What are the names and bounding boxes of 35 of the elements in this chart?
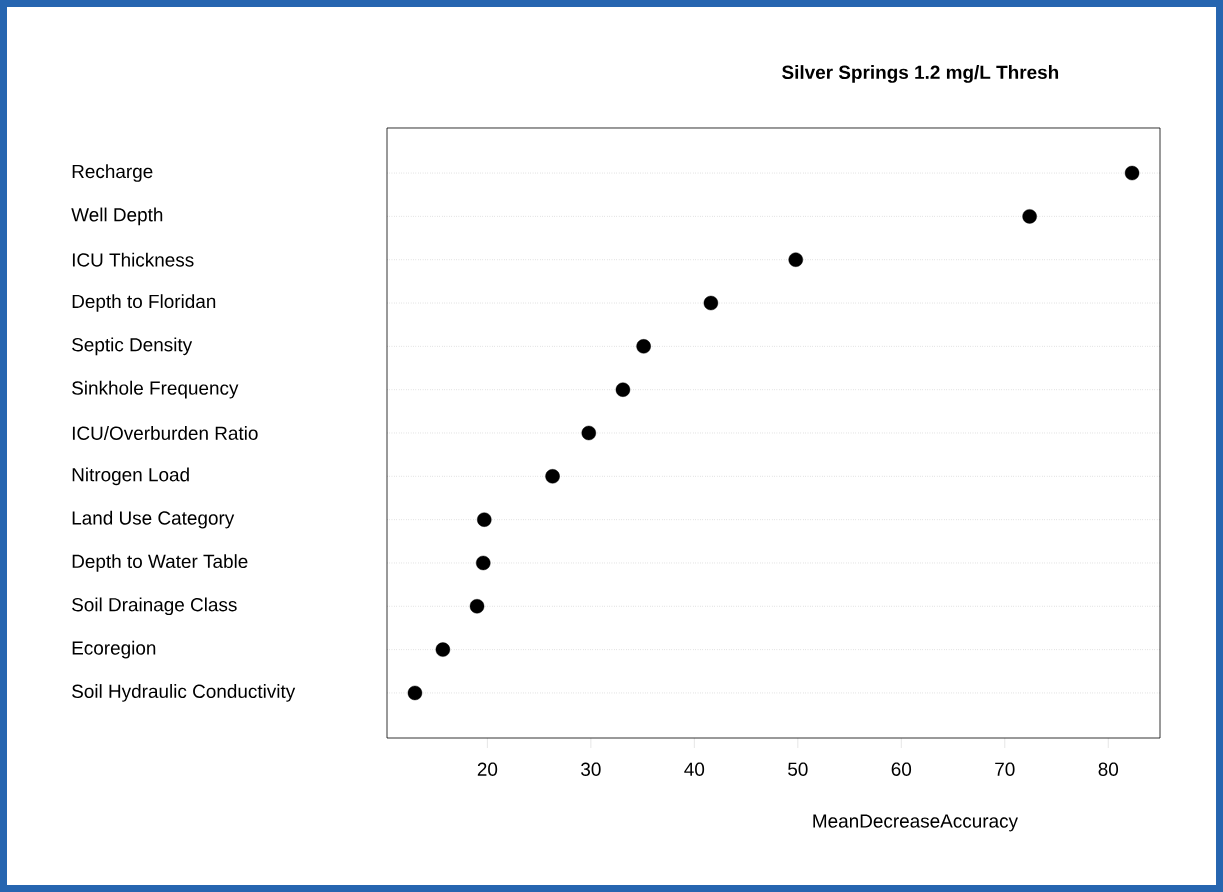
y-tick-label: Soil Drainage Class — [72, 597, 237, 616]
point — [1124, 165, 1140, 181]
point — [407, 685, 423, 701]
y-tick-label: Recharge — [72, 164, 153, 182]
point — [788, 252, 803, 267]
y-tick-label: Septic Density — [72, 337, 193, 356]
point — [615, 382, 631, 397]
x-axis-title: MeanDecreaseAccuracy — [813, 814, 1018, 832]
x-tick-label: 50 — [788, 762, 808, 776]
point — [1022, 209, 1037, 224]
y-tick-label: Soil Hydraulic Conductivity — [72, 684, 296, 702]
y-tick-label: Depth to Water Table — [72, 554, 248, 572]
point — [435, 642, 451, 657]
y-tick-label: ICU/Overburden Ratio — [72, 426, 258, 440]
y-tick-label: Sinkhole Frequency — [72, 380, 239, 399]
chart-title: Silver Springs 1.2 mg/L Thresh — [782, 65, 1059, 83]
point — [636, 339, 651, 354]
y-tick-label: Ecoregion — [72, 640, 156, 659]
x-tick-label: 80 — [1098, 762, 1119, 776]
x-tick-label: 70 — [995, 762, 1015, 776]
x-tick-label: 20 — [477, 762, 498, 776]
point — [703, 295, 719, 311]
y-tick-label: ICU Thickness — [72, 252, 194, 267]
point — [581, 425, 596, 441]
point — [469, 599, 485, 614]
y-tick-label: Nitrogen Load — [72, 467, 189, 486]
y-tick-label: Depth to Floridan — [72, 294, 216, 312]
point — [476, 555, 491, 571]
x-tick-label: 30 — [581, 762, 601, 776]
point — [545, 469, 560, 484]
y-tick-label: Land Use Category — [72, 510, 235, 529]
x-tick-label: 60 — [891, 762, 912, 776]
point — [477, 512, 492, 527]
y-tick-label: Well Depth — [71, 207, 163, 226]
x-tick-label: 40 — [684, 762, 705, 776]
